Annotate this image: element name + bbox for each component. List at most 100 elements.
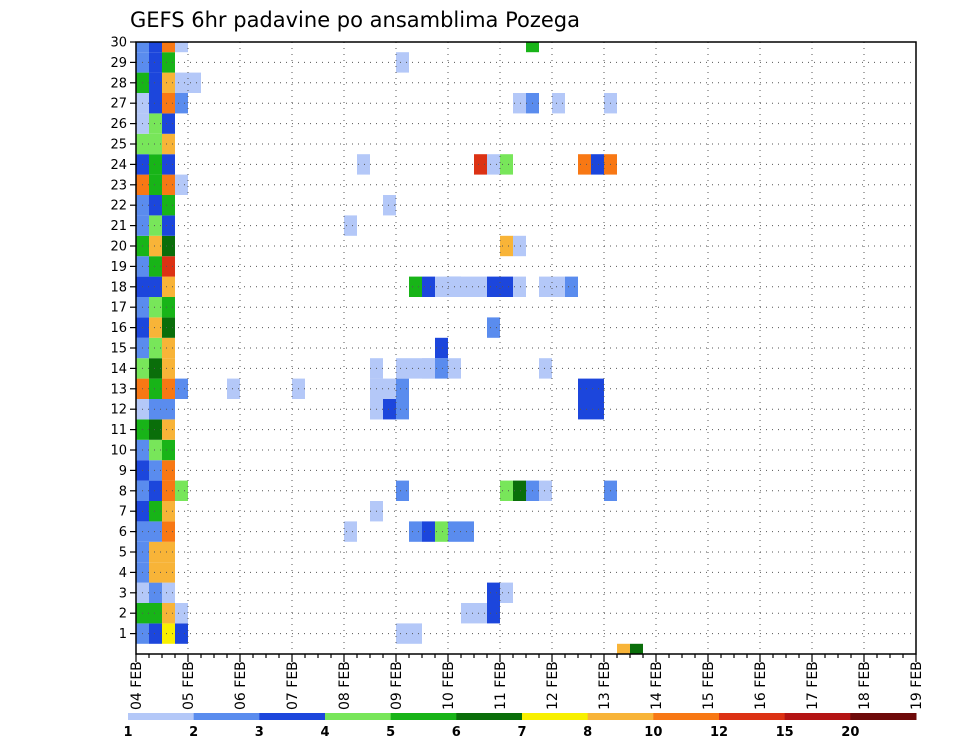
heatmap-cell — [500, 154, 513, 175]
heatmap-cell — [162, 93, 175, 114]
y-tick-label: 28 — [110, 76, 127, 91]
heatmap-cell — [383, 378, 396, 399]
heatmap-cell — [149, 52, 162, 73]
heatmap-cell — [149, 42, 162, 53]
y-tick-label: 19 — [110, 260, 127, 275]
x-tick-label: 11 FEB — [493, 661, 509, 710]
colorbar-label: 10 — [644, 725, 662, 740]
heatmap-cell — [357, 154, 370, 175]
y-tick-label: 7 — [119, 505, 127, 520]
heatmap-cell — [149, 72, 162, 93]
y-tick-label: 4 — [119, 566, 127, 581]
heatmap-cell — [175, 93, 188, 114]
x-tick-label: 05 FEB — [181, 661, 197, 710]
colorbar-swatch — [259, 713, 326, 720]
heatmap-cell — [149, 460, 162, 481]
heatmap-cell — [149, 93, 162, 114]
heatmap-cell — [175, 174, 188, 195]
y-tick-label: 18 — [110, 280, 127, 295]
y-tick-label: 17 — [110, 301, 127, 316]
heatmap-cell — [149, 276, 162, 297]
heatmap-cell — [149, 195, 162, 216]
heatmap-cell — [149, 337, 162, 359]
heatmap-cell — [227, 378, 240, 399]
heatmap-cell — [578, 154, 591, 175]
x-tick-label: 19 FEB — [909, 661, 925, 710]
heatmap-cell — [409, 276, 422, 297]
colorbar-swatch — [390, 713, 457, 720]
y-tick-label: 30 — [110, 36, 127, 51]
y-tick-label: 6 — [119, 525, 127, 540]
colorbar-swatch — [193, 713, 260, 720]
heatmap-cell — [149, 623, 162, 644]
heatmap-cell — [409, 521, 422, 542]
y-tick-label: 14 — [110, 362, 127, 377]
x-tick-label: 15 FEB — [701, 661, 717, 710]
heatmap-cell — [513, 276, 526, 297]
heatmap-cell — [149, 501, 162, 522]
x-tick-label: 04 FEB — [129, 661, 145, 710]
heatmap-cell — [500, 480, 513, 501]
heatmap-cell — [149, 541, 162, 563]
heatmap-cell — [149, 378, 162, 399]
heatmap-cell — [422, 358, 435, 379]
heatmap-cell — [487, 276, 500, 297]
heatmap-cell — [435, 521, 448, 542]
y-tick-label: 26 — [110, 117, 127, 132]
y-tick-label: 8 — [119, 484, 127, 499]
colorbar-swatch — [653, 713, 720, 720]
heatmap-cell — [396, 480, 409, 501]
heatmap-cell — [149, 419, 162, 440]
colorbar-swatch — [850, 713, 917, 720]
colorbar-label: 7 — [517, 725, 526, 740]
heatmap-cell — [149, 399, 162, 420]
heatmap-cell — [591, 378, 604, 399]
heatmap-cell — [149, 480, 162, 501]
heatmap-cell — [474, 276, 487, 297]
heatmap-cell — [591, 154, 604, 175]
heatmap-cell — [396, 399, 409, 420]
heatmap-cell — [162, 399, 175, 420]
heatmap-cell — [422, 276, 435, 297]
colorbar-swatch — [587, 713, 654, 720]
y-tick-label: 13 — [110, 382, 127, 397]
heatmap-cell — [162, 256, 175, 277]
heatmap-cell — [149, 256, 162, 277]
heatmap-cell — [162, 439, 175, 461]
y-tick-label: 5 — [119, 546, 127, 561]
x-tick-label: 08 FEB — [337, 661, 353, 710]
y-axis: 1234567891011121314151617181920212223242… — [110, 36, 136, 642]
x-tick-label: 18 FEB — [857, 661, 873, 710]
heatmap-cell — [500, 276, 513, 297]
heatmap-cell — [513, 480, 526, 501]
y-tick-label: 10 — [110, 444, 127, 459]
heatmap-cell — [175, 623, 188, 644]
heatmap-cell — [149, 582, 162, 603]
heatmap-cell — [149, 154, 162, 175]
heatmap-cell — [175, 378, 188, 399]
heatmap-cell — [149, 297, 162, 318]
heatmap-cell — [435, 337, 448, 359]
heatmap-cell — [162, 501, 175, 522]
x-tick-label: 09 FEB — [389, 661, 405, 710]
heatmap-cell — [175, 603, 188, 624]
heatmap-cell — [162, 521, 175, 542]
y-tick-label: 15 — [110, 342, 127, 357]
heatmap-cell — [552, 276, 565, 297]
heatmap-cell — [162, 460, 175, 481]
heatmap-cell — [162, 358, 175, 379]
y-tick-label: 1 — [119, 627, 127, 642]
heatmap-cell — [461, 521, 474, 542]
heatmap-cell — [188, 72, 201, 93]
heatmap-cell — [162, 562, 175, 583]
heatmap-cell — [409, 623, 422, 644]
heatmap-cell — [162, 113, 175, 134]
heatmap-cell — [513, 93, 526, 114]
heatmap-cell — [162, 337, 175, 359]
heatmap-cell — [396, 358, 409, 379]
y-tick-label: 9 — [119, 464, 127, 479]
colorbar-swatch — [784, 713, 851, 720]
heatmap-cell — [149, 174, 162, 195]
heatmap-cell — [396, 52, 409, 73]
